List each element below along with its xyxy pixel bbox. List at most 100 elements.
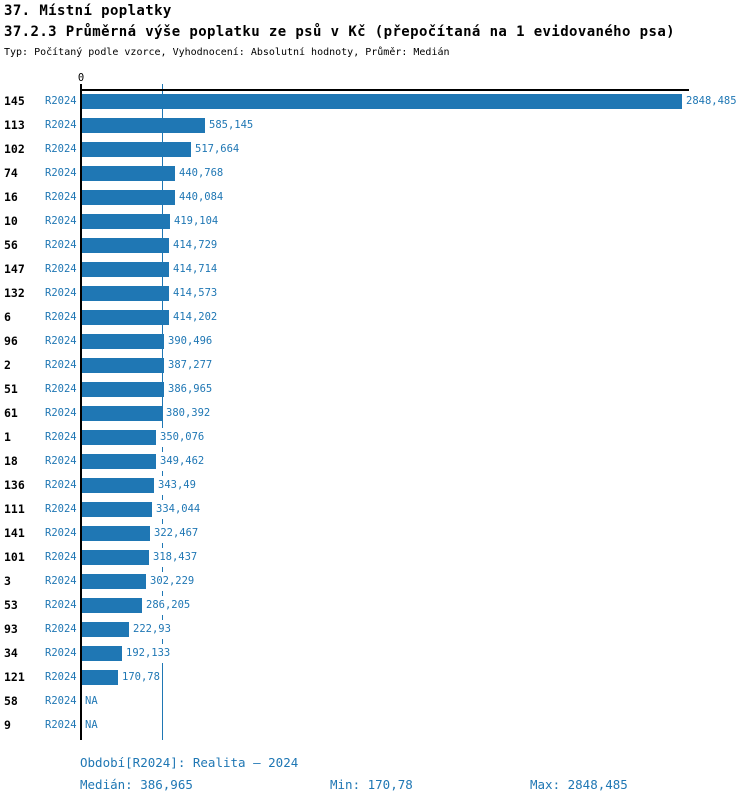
row-period-label: R2024 bbox=[45, 647, 77, 659]
row-period-label: R2024 bbox=[45, 695, 77, 707]
row-period-label: R2024 bbox=[45, 215, 77, 227]
row-value-label: 414,729 bbox=[171, 236, 220, 255]
chart-row: 56 R2024 414,729 bbox=[0, 235, 750, 259]
chart-row: 2 R2024 387,277 bbox=[0, 355, 750, 379]
value-bar bbox=[82, 502, 152, 517]
row-id-label: 53 bbox=[4, 598, 18, 612]
row-value-label: 222,93 bbox=[131, 620, 173, 639]
row-period-label: R2024 bbox=[45, 455, 77, 467]
row-period-label: R2024 bbox=[45, 671, 77, 683]
row-value-label: 302,229 bbox=[148, 572, 197, 591]
footer-period-label: Období[R2024]: Realita – 2024 bbox=[80, 755, 299, 770]
chart-row: 113 R2024 585,145 bbox=[0, 115, 750, 139]
row-na-label: NA bbox=[83, 716, 100, 735]
row-value-label: 343,49 bbox=[156, 476, 198, 495]
chart-row: 101 R2024 318,437 bbox=[0, 547, 750, 571]
row-period-label: R2024 bbox=[45, 503, 77, 515]
row-value-label: 192,133 bbox=[124, 644, 173, 663]
chart-row: 121 R2024 170,78 bbox=[0, 667, 750, 691]
row-id-label: 111 bbox=[4, 502, 25, 516]
row-period-label: R2024 bbox=[45, 623, 77, 635]
row-id-label: 101 bbox=[4, 550, 25, 564]
row-period-label: R2024 bbox=[45, 263, 77, 275]
chart-row: 6 R2024 414,202 bbox=[0, 307, 750, 331]
chart-row: 61 R2024 380,392 bbox=[0, 403, 750, 427]
row-na-label: NA bbox=[83, 692, 100, 711]
value-bar bbox=[82, 406, 162, 421]
chart-row: 96 R2024 390,496 bbox=[0, 331, 750, 355]
value-bar bbox=[82, 622, 129, 637]
row-period-label: R2024 bbox=[45, 599, 77, 611]
row-period-label: R2024 bbox=[45, 575, 77, 587]
row-value-label: 334,044 bbox=[154, 500, 203, 519]
chart-row: 74 R2024 440,768 bbox=[0, 163, 750, 187]
row-value-label: 440,768 bbox=[177, 164, 226, 183]
chart-row: 34 R2024 192,133 bbox=[0, 643, 750, 667]
chart-row: 102 R2024 517,664 bbox=[0, 139, 750, 163]
x-axis-line bbox=[80, 89, 689, 91]
row-value-label: 440,084 bbox=[177, 188, 226, 207]
row-id-label: 9 bbox=[4, 718, 11, 732]
row-value-label: 350,076 bbox=[158, 428, 207, 447]
row-value-label: 380,392 bbox=[164, 404, 213, 423]
chart-row: 18 R2024 349,462 bbox=[0, 451, 750, 475]
x-axis-zero-label: 0 bbox=[77, 72, 85, 84]
chart-row: 9 R2024 NA bbox=[0, 715, 750, 739]
row-period-label: R2024 bbox=[45, 407, 77, 419]
row-period-label: R2024 bbox=[45, 167, 77, 179]
row-value-label: 170,78 bbox=[120, 668, 162, 687]
row-period-label: R2024 bbox=[45, 119, 77, 131]
row-id-label: 51 bbox=[4, 382, 18, 396]
row-period-label: R2024 bbox=[45, 527, 77, 539]
value-bar bbox=[82, 310, 169, 325]
row-period-label: R2024 bbox=[45, 431, 77, 443]
row-value-label: 386,965 bbox=[166, 380, 215, 399]
row-period-label: R2024 bbox=[45, 95, 77, 107]
chart-row: 145 R2024 2848,485 bbox=[0, 91, 750, 115]
value-bar bbox=[82, 334, 164, 349]
row-id-label: 61 bbox=[4, 406, 18, 420]
row-value-label: 419,104 bbox=[172, 212, 221, 231]
row-value-label: 390,496 bbox=[166, 332, 215, 351]
row-id-label: 1 bbox=[4, 430, 11, 444]
median-marker-line bbox=[162, 84, 163, 740]
value-bar bbox=[82, 598, 142, 613]
row-id-label: 145 bbox=[4, 94, 25, 108]
row-id-label: 113 bbox=[4, 118, 25, 132]
chart-row: 136 R2024 343,49 bbox=[0, 475, 750, 499]
value-bar bbox=[82, 358, 164, 373]
row-period-label: R2024 bbox=[45, 335, 77, 347]
value-bar bbox=[82, 214, 170, 229]
chart-row: 111 R2024 334,044 bbox=[0, 499, 750, 523]
report-section-title: 37. Místní poplatky bbox=[4, 3, 172, 19]
chart-row: 3 R2024 302,229 bbox=[0, 571, 750, 595]
chart-row: 1 R2024 350,076 bbox=[0, 427, 750, 451]
footer-max-stat: Max: 2848,485 bbox=[530, 777, 628, 792]
row-id-label: 74 bbox=[4, 166, 18, 180]
value-bar bbox=[82, 286, 169, 301]
footer-min-stat: Min: 170,78 bbox=[330, 777, 413, 792]
chart-row: 141 R2024 322,467 bbox=[0, 523, 750, 547]
value-bar bbox=[82, 190, 175, 205]
row-id-label: 93 bbox=[4, 622, 18, 636]
row-period-label: R2024 bbox=[45, 287, 77, 299]
row-value-label: 2848,485 bbox=[684, 92, 739, 111]
value-bar bbox=[82, 670, 118, 685]
row-value-label: 414,202 bbox=[171, 308, 220, 327]
row-id-label: 121 bbox=[4, 670, 25, 684]
value-bar bbox=[82, 238, 169, 253]
row-value-label: 517,664 bbox=[193, 140, 242, 159]
chart-row: 93 R2024 222,93 bbox=[0, 619, 750, 643]
row-period-label: R2024 bbox=[45, 551, 77, 563]
row-value-label: 286,205 bbox=[144, 596, 193, 615]
value-bar bbox=[82, 382, 164, 397]
row-period-label: R2024 bbox=[45, 143, 77, 155]
chart-title: 37.2.3 Průměrná výše poplatku ze psů v K… bbox=[4, 24, 675, 40]
chart-row: 10 R2024 419,104 bbox=[0, 211, 750, 235]
row-period-label: R2024 bbox=[45, 191, 77, 203]
row-id-label: 136 bbox=[4, 478, 25, 492]
row-period-label: R2024 bbox=[45, 719, 77, 731]
value-bar bbox=[82, 94, 682, 109]
value-bar bbox=[82, 118, 205, 133]
